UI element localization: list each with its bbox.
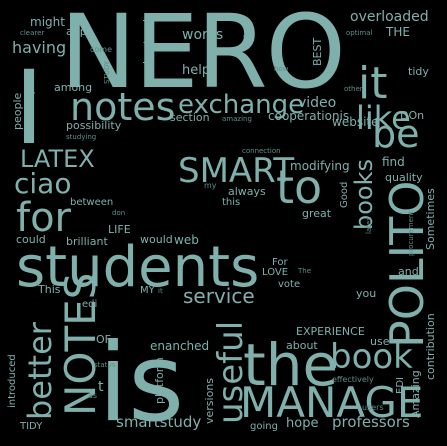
word-great: great — [302, 207, 332, 220]
word-tidy-upper: TIDY — [20, 421, 43, 432]
word-about: about — [286, 339, 318, 352]
word-procurement: procurement — [407, 210, 415, 256]
word-modifying: modifying — [290, 159, 350, 173]
word-use: use — [370, 335, 390, 348]
word-smart: SMART — [178, 151, 295, 191]
word-edi-upper: EDI — [395, 377, 406, 394]
word-study: STUDY — [103, 60, 111, 84]
word-contribution: contribution — [424, 313, 437, 380]
word-find: find — [382, 155, 405, 169]
word-quality: quality — [385, 171, 423, 184]
word-good: Good — [339, 181, 350, 208]
word-section: section — [170, 111, 210, 124]
word-edi: edi — [82, 299, 98, 310]
word-among: among — [54, 81, 93, 94]
word-service: service — [183, 284, 255, 308]
word-example: example — [25, 78, 36, 122]
word-like: like — [356, 99, 411, 137]
word-could: could — [16, 233, 46, 246]
word-optimal: optimal — [346, 29, 373, 37]
word-amazing-vertical: Amazing — [409, 370, 422, 418]
word-brilliant: brilliant — [66, 235, 108, 248]
word-for: for — [16, 195, 71, 241]
word-effectively: effectively — [332, 375, 374, 384]
word-website: website — [332, 115, 379, 129]
word-latex-lower: latex — [365, 216, 373, 234]
word-useful: useful — [211, 320, 251, 424]
word-exchange: exchange — [178, 90, 305, 120]
word-cooperation: cooperationis — [268, 109, 350, 123]
word-to: to — [276, 160, 323, 214]
word-versions: versions — [203, 377, 216, 424]
word-works: works — [182, 27, 224, 43]
word-the-upper: THE — [386, 25, 410, 39]
word-be: be — [372, 112, 420, 156]
word-connection: connection — [242, 147, 281, 155]
word-platform: platform — [153, 357, 166, 404]
word-professors: professors — [332, 413, 410, 431]
word-my: MY — [140, 285, 155, 296]
word-sometimes: Sometimes — [424, 188, 437, 250]
word-introduced: introduced — [7, 354, 18, 408]
word-vote: vote — [278, 279, 301, 290]
word-the-small: The — [298, 267, 312, 275]
word-and: and — [398, 265, 419, 278]
word-this-cap: This — [38, 283, 61, 296]
word-you: you — [356, 287, 377, 300]
word-amazing-small: amazing — [222, 115, 252, 123]
word-experience: EXPERIENCE — [296, 325, 365, 338]
word-don: don — [112, 209, 126, 217]
word-ciao: ciao — [14, 167, 72, 200]
word-va: va — [243, 33, 256, 44]
word-book: book — [330, 337, 413, 377]
word-helps: helps — [182, 63, 217, 78]
word-other: other — [344, 85, 363, 93]
word-web: web — [174, 233, 199, 247]
word-students: students — [16, 235, 260, 300]
word-my-lower: my — [204, 181, 217, 190]
word-between: between — [70, 197, 114, 208]
word-users: users — [362, 403, 384, 412]
word-life: LIFE — [108, 223, 131, 236]
word-i: I — [14, 49, 45, 168]
word-video: video — [298, 95, 337, 111]
word-how: how — [274, 65, 289, 73]
word-smartstudy: smartstudy — [116, 413, 202, 431]
word-for-cap: For — [272, 257, 288, 268]
word-enanched: enanched — [150, 339, 210, 353]
word-notes: notes — [70, 85, 176, 129]
word-best: BEST — [311, 37, 324, 66]
word-might: might — [30, 15, 65, 29]
word-going: going — [250, 421, 278, 432]
word-better: better — [21, 322, 59, 420]
word-would: would — [140, 233, 173, 246]
word-possibility: possibility — [66, 119, 122, 132]
word-manage: MANAGE — [240, 378, 424, 427]
word-nero: NERO — [60, 0, 346, 112]
word-is: is — [98, 321, 185, 446]
word-clearer: clearer — [20, 29, 45, 37]
word-t: t — [98, 379, 104, 395]
word-do: DOn — [400, 109, 425, 122]
word-overloaded: overloaded — [350, 9, 429, 25]
word-it-small: it — [158, 287, 163, 295]
word-come: come — [90, 45, 113, 54]
word-status: status — [94, 361, 116, 369]
word-tidy: tidy — [408, 65, 429, 78]
word-it: it — [358, 58, 388, 109]
word-as: as — [88, 391, 98, 400]
word-understand: understand — [141, 19, 154, 82]
word-having: having — [12, 38, 67, 57]
word-app: app — [66, 25, 87, 38]
word-this: this — [222, 197, 241, 208]
word-studying: studying — [66, 133, 97, 141]
word-hope: hope — [286, 416, 319, 431]
word-love: LOVE — [262, 267, 289, 278]
word-latex: LATEX — [20, 145, 95, 173]
word-the: the — [243, 331, 339, 399]
word-people: people — [11, 92, 24, 130]
word-always: always — [228, 185, 266, 198]
word-of-upper: OF — [96, 333, 111, 346]
